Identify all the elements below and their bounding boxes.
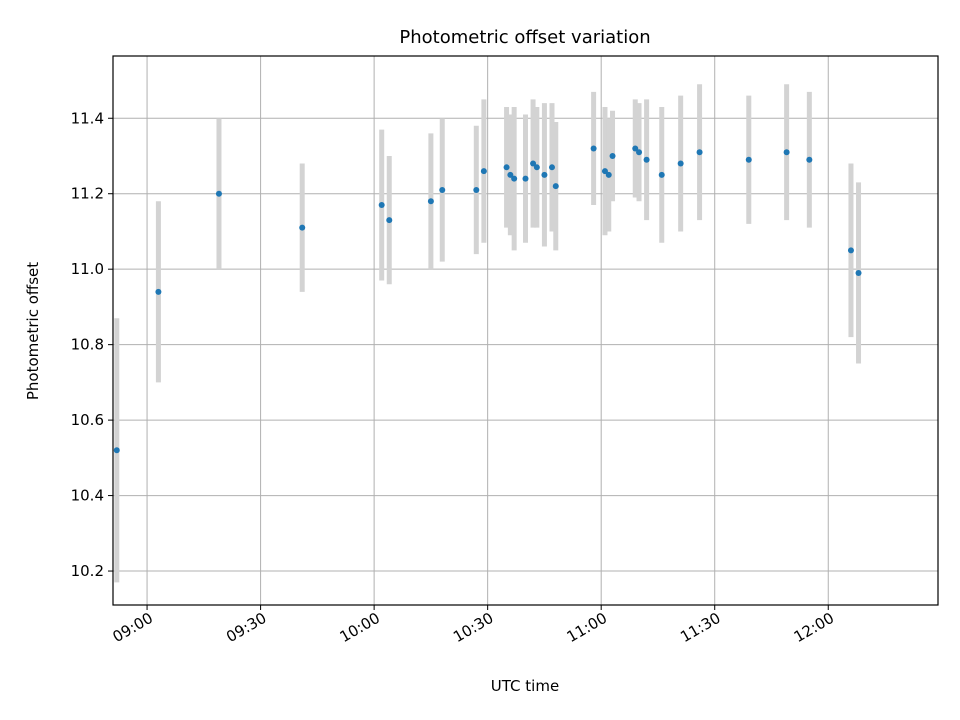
data-point: [439, 186, 446, 193]
y-tick-label: 10.6: [71, 411, 104, 429]
data-point: [658, 171, 665, 178]
data-point: [155, 288, 162, 295]
data-point: [590, 145, 597, 152]
chart-title: Photometric offset variation: [399, 27, 650, 48]
data-point: [473, 186, 480, 193]
data-point: [643, 156, 650, 163]
y-tick-label: 10.2: [71, 562, 104, 580]
data-point: [511, 175, 518, 182]
data-point: [632, 145, 639, 152]
data-point: [677, 160, 684, 167]
y-axis-label: Photometric offset: [24, 262, 42, 400]
data-point: [522, 175, 529, 182]
data-point: [530, 160, 537, 167]
data-point: [113, 447, 120, 454]
data-point: [601, 168, 608, 175]
data-points: [113, 145, 862, 454]
data-point: [215, 190, 222, 197]
data-point: [541, 171, 548, 178]
data-point: [507, 171, 514, 178]
y-tick-label: 10.8: [71, 336, 104, 354]
data-point: [745, 156, 752, 163]
y-tick-label: 11.2: [71, 185, 104, 203]
data-point: [552, 183, 559, 190]
data-point: [696, 149, 703, 156]
data-point: [783, 149, 790, 156]
y-tick-label: 11.4: [71, 109, 104, 127]
data-point: [386, 217, 393, 224]
data-point: [605, 171, 612, 178]
data-point: [427, 198, 434, 205]
data-point: [533, 164, 540, 171]
data-point: [806, 156, 813, 163]
data-point: [548, 164, 555, 171]
data-point: [299, 224, 306, 231]
y-tick-label: 11.0: [71, 260, 104, 278]
data-point: [378, 202, 385, 209]
y-axis-ticks: 10.2 10.4 10.6 10.8 11.0 11.2 11.4: [71, 109, 113, 580]
data-point: [847, 247, 854, 254]
data-point: [503, 164, 510, 171]
data-point: [855, 269, 862, 276]
y-tick-label: 10.4: [71, 487, 104, 505]
data-point: [636, 149, 643, 156]
data-point: [609, 152, 616, 159]
data-point: [480, 168, 487, 175]
x-axis-label: UTC time: [491, 677, 559, 695]
plot-frame: [112, 55, 939, 606]
